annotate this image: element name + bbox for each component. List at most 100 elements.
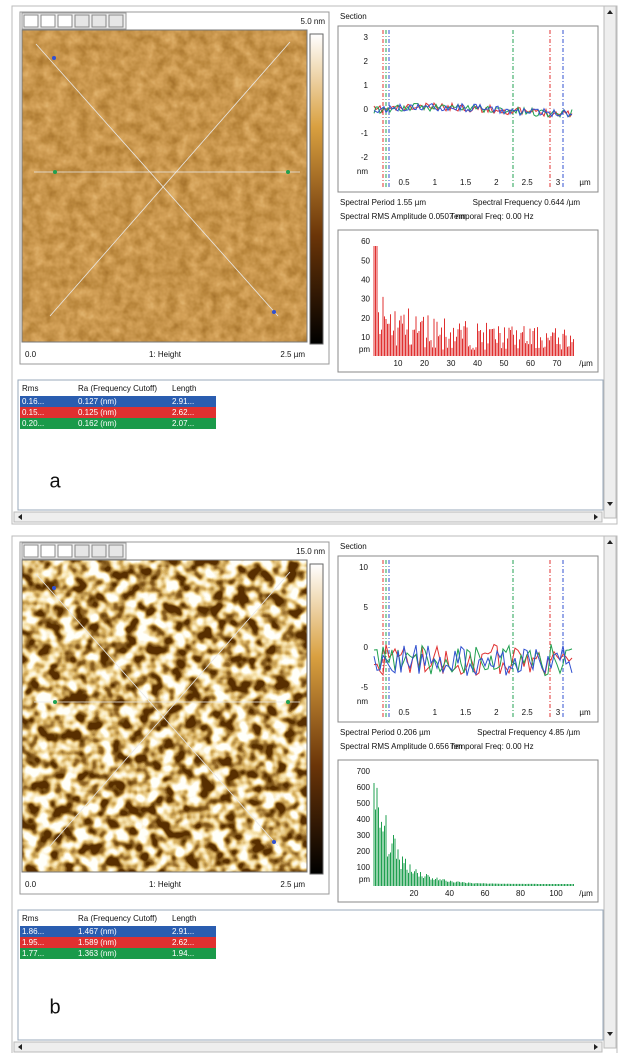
toolbar-button[interactable] bbox=[109, 15, 123, 27]
section-x-tick: 2.5 bbox=[522, 178, 534, 187]
spectrum-y-tick: 500 bbox=[357, 799, 371, 808]
cursor-marker bbox=[272, 310, 276, 314]
spectral-period: Spectral Period 0.206 µm bbox=[340, 728, 431, 737]
section-y-tick: 3 bbox=[364, 33, 369, 42]
table-cell: 1.589 (nm) bbox=[78, 938, 117, 947]
panel: 5.0 nm0.01: Height2.5 µmSection3210-1-2n… bbox=[12, 6, 617, 524]
spectrum-y-tick: 60 bbox=[361, 237, 370, 246]
section-y-tick: 2 bbox=[364, 57, 369, 66]
section-x-tick: 1.5 bbox=[460, 708, 472, 717]
toolbar-button[interactable] bbox=[75, 545, 89, 557]
table-cell: 0.20... bbox=[22, 419, 44, 428]
section-x-tick: 1.5 bbox=[460, 178, 472, 187]
table-header: Ra (Frequency Cutoff) bbox=[78, 914, 157, 923]
spectrum-x-unit: /µm bbox=[579, 359, 593, 368]
toolbar-button[interactable] bbox=[92, 15, 106, 27]
spectrum-x-unit: /µm bbox=[579, 889, 593, 898]
section-x-tick: 3 bbox=[556, 708, 561, 717]
table-cell: 0.162 (nm) bbox=[78, 419, 117, 428]
toolbar-button[interactable] bbox=[109, 545, 123, 557]
table-header: Length bbox=[172, 914, 196, 923]
cursor-marker bbox=[286, 170, 290, 174]
table-cell: 1.95... bbox=[22, 938, 44, 947]
spectral-rms: Spectral RMS Amplitude 0.0507 nm bbox=[340, 212, 467, 221]
spectrum-y-tick: 30 bbox=[361, 295, 370, 304]
table-cell: 0.16... bbox=[22, 397, 44, 406]
section-y-tick: 0 bbox=[364, 643, 369, 652]
temporal-freq: Temporal Freq: 0.00 Hz bbox=[450, 212, 534, 221]
spectrum-x-tick: 10 bbox=[394, 359, 403, 368]
spectrum-x-tick: 40 bbox=[445, 889, 454, 898]
temporal-freq: Temporal Freq: 0.00 Hz bbox=[450, 742, 534, 751]
toolbar-button[interactable] bbox=[58, 15, 72, 27]
cursor-marker bbox=[52, 56, 56, 60]
spectrum-x-tick: 100 bbox=[549, 889, 563, 898]
spectral-period: Spectral Period 1.55 µm bbox=[340, 198, 426, 207]
toolbar-button[interactable] bbox=[92, 545, 106, 557]
cursor-marker bbox=[53, 170, 57, 174]
table-cell: 2.91... bbox=[172, 397, 194, 406]
spectrum-y-tick: 50 bbox=[361, 256, 370, 265]
toolbar-button[interactable] bbox=[41, 15, 55, 27]
table-header: Rms bbox=[22, 914, 38, 923]
scrollbar[interactable] bbox=[604, 536, 616, 1048]
table-cell: 1.77... bbox=[22, 949, 44, 958]
scale-max: 5.0 nm bbox=[301, 17, 326, 26]
section-y-tick: 1 bbox=[364, 81, 369, 90]
table-header: Ra (Frequency Cutoff) bbox=[78, 384, 157, 393]
section-y-tick: 5 bbox=[364, 603, 369, 612]
section-y-tick: -5 bbox=[361, 683, 369, 692]
section-x-tick: 1 bbox=[433, 708, 438, 717]
axis-start: 0.0 bbox=[25, 350, 37, 359]
table-cell: 1.467 (nm) bbox=[78, 927, 117, 936]
spectrum-x-tick: 80 bbox=[516, 889, 525, 898]
screenshot: 5.0 nm0.01: Height2.5 µmSection3210-1-2n… bbox=[0, 0, 621, 1053]
table-header: Length bbox=[172, 384, 196, 393]
scrollbar[interactable] bbox=[604, 6, 616, 518]
axis-end: 2.5 µm bbox=[280, 880, 305, 889]
section-y-tick: 0 bbox=[364, 105, 369, 114]
color-bar bbox=[310, 34, 323, 344]
spectrum-x-tick: 40 bbox=[473, 359, 482, 368]
spectrum-y-tick: 200 bbox=[357, 847, 371, 856]
toolbar-button[interactable] bbox=[58, 545, 72, 557]
spectrum-y-unit: pm bbox=[359, 875, 370, 884]
spectral-frequency: Spectral Frequency 4.85 /µm bbox=[477, 728, 580, 737]
section-x-tick: 2 bbox=[494, 708, 499, 717]
color-bar bbox=[310, 564, 323, 874]
scale-max: 15.0 nm bbox=[296, 547, 325, 556]
spectrum-y-unit: pm bbox=[359, 345, 370, 354]
spectrum-x-tick: 30 bbox=[447, 359, 456, 368]
table-cell: 2.62... bbox=[172, 408, 194, 417]
section-x-tick: 2 bbox=[494, 178, 499, 187]
section-x-tick: 3 bbox=[556, 178, 561, 187]
table-cell: 1.363 (nm) bbox=[78, 949, 117, 958]
section-plot bbox=[338, 556, 598, 722]
h-scrollbar[interactable] bbox=[14, 1042, 602, 1052]
toolbar-button[interactable] bbox=[41, 545, 55, 557]
axis-end: 2.5 µm bbox=[280, 350, 305, 359]
section-title: Section bbox=[340, 542, 367, 551]
h-scrollbar[interactable] bbox=[14, 512, 602, 522]
spectrum-x-tick: 70 bbox=[553, 359, 562, 368]
spectrum-y-tick: 600 bbox=[357, 783, 371, 792]
axis-title: 1: Height bbox=[149, 350, 182, 359]
toolbar-button[interactable] bbox=[75, 15, 89, 27]
cursor-marker bbox=[53, 700, 57, 704]
cursor-marker bbox=[52, 586, 56, 590]
spectrum-x-tick: 60 bbox=[526, 359, 535, 368]
toolbar-button[interactable] bbox=[24, 545, 38, 557]
toolbar-button[interactable] bbox=[24, 15, 38, 27]
cursor-marker bbox=[272, 840, 276, 844]
spectrum-y-tick: 300 bbox=[357, 831, 371, 840]
spectrum-y-tick: 40 bbox=[361, 276, 370, 285]
section-y-tick: 10 bbox=[359, 563, 368, 572]
table-cell: 2.91... bbox=[172, 927, 194, 936]
section-y-unit: nm bbox=[357, 167, 368, 176]
table-cell: 1.94... bbox=[172, 949, 194, 958]
spectrum-x-tick: 60 bbox=[481, 889, 490, 898]
section-x-unit: µm bbox=[579, 178, 591, 187]
section-x-tick: 0.5 bbox=[398, 708, 410, 717]
section-x-tick: 0.5 bbox=[398, 178, 410, 187]
